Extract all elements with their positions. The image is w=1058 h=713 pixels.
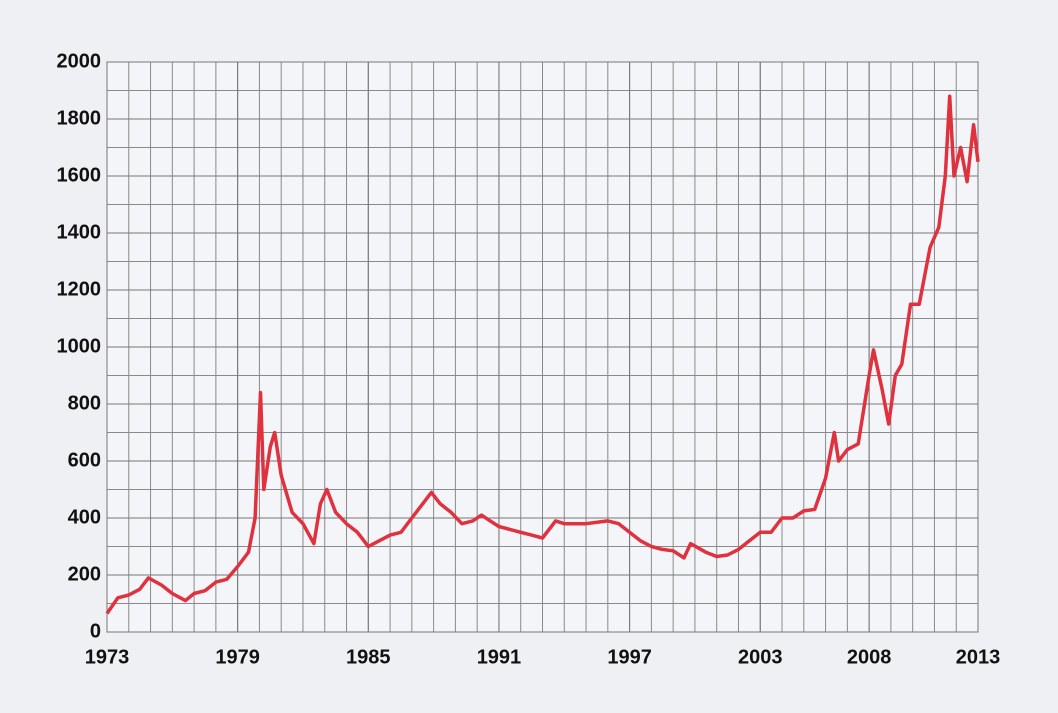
x-tick-label: 1991 [477, 646, 522, 668]
y-tick-label: 600 [68, 449, 101, 471]
x-tick-label: 1985 [346, 646, 391, 668]
x-tick-label: 1979 [215, 646, 260, 668]
y-tick-label: 1800 [57, 107, 102, 129]
x-tick-label: 2003 [738, 646, 783, 668]
y-tick-label: 0 [90, 620, 101, 642]
y-tick-label: 800 [68, 392, 101, 414]
x-tick-label: 2008 [847, 646, 892, 668]
y-tick-label: 2000 [57, 50, 102, 72]
x-tick-label: 1997 [607, 646, 652, 668]
y-tick-label: 200 [68, 563, 101, 585]
y-tick-label: 1200 [57, 278, 102, 300]
y-tick-label: 1000 [57, 335, 102, 357]
y-tick-label: 1400 [57, 221, 102, 243]
y-tick-label: 400 [68, 506, 101, 528]
y-tick-label: 1600 [57, 164, 102, 186]
x-tick-label: 1973 [85, 646, 130, 668]
x-tick-label: 2013 [956, 646, 1001, 668]
data-line [105, 94, 980, 615]
